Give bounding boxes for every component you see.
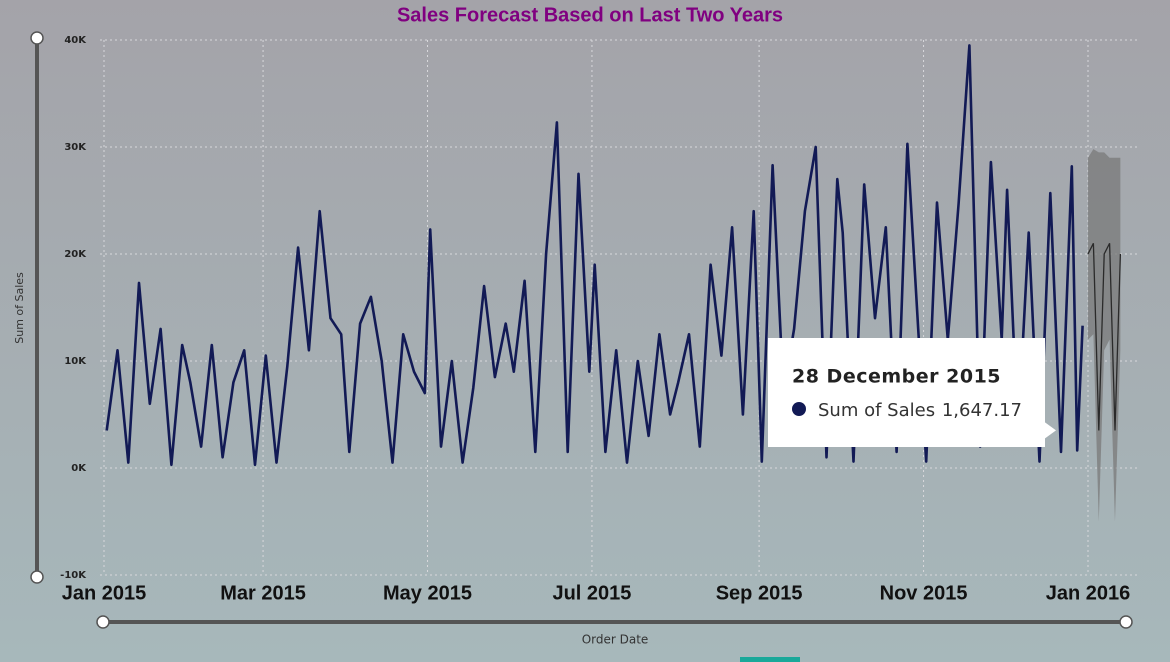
y-tick-label: 0K: [71, 463, 87, 474]
y-tick-label: 30K: [64, 142, 87, 153]
tooltip: 28 December 2015 Sum of Sales 1,647.17: [768, 338, 1056, 447]
tooltip-marker: [792, 402, 806, 416]
y-tick-label: 40K: [64, 35, 87, 46]
x-tick-label: Nov 2015: [880, 582, 968, 604]
tooltip-title: 28 December 2015: [792, 366, 1001, 388]
x-slider-handle[interactable]: [1119, 615, 1133, 629]
x-axis-title: Order Date: [582, 633, 649, 647]
forecast-band: [1088, 149, 1121, 522]
x-tick-label: Sep 2015: [716, 582, 803, 604]
x-tick-label: Mar 2015: [220, 582, 306, 604]
x-tick-label: Jul 2015: [552, 582, 631, 604]
x-tick-label: Jan 2015: [62, 582, 147, 604]
y-tick-label: 20K: [64, 249, 87, 260]
tab-indicator: [740, 657, 800, 662]
chart-title: Sales Forecast Based on Last Two Years: [397, 4, 783, 26]
y-tick-label: 10K: [64, 356, 87, 367]
forecast-line: [1087, 243, 1122, 431]
y-axis-title: Sum of Sales: [13, 272, 26, 344]
x-tick-label: May 2015: [383, 582, 472, 604]
tooltip-label: Sum of Sales: [818, 400, 935, 421]
tooltip-pointer: [1045, 422, 1056, 439]
y-tick-label: -10K: [60, 570, 87, 581]
tooltip-value: 1,647.17: [942, 400, 1022, 421]
x-tick-label: Jan 2016: [1046, 582, 1131, 604]
x-slider-handle[interactable]: [96, 615, 110, 629]
y-slider-handle[interactable]: [30, 31, 44, 45]
tooltip-box: [768, 338, 1045, 447]
y-slider-handle[interactable]: [30, 570, 44, 584]
